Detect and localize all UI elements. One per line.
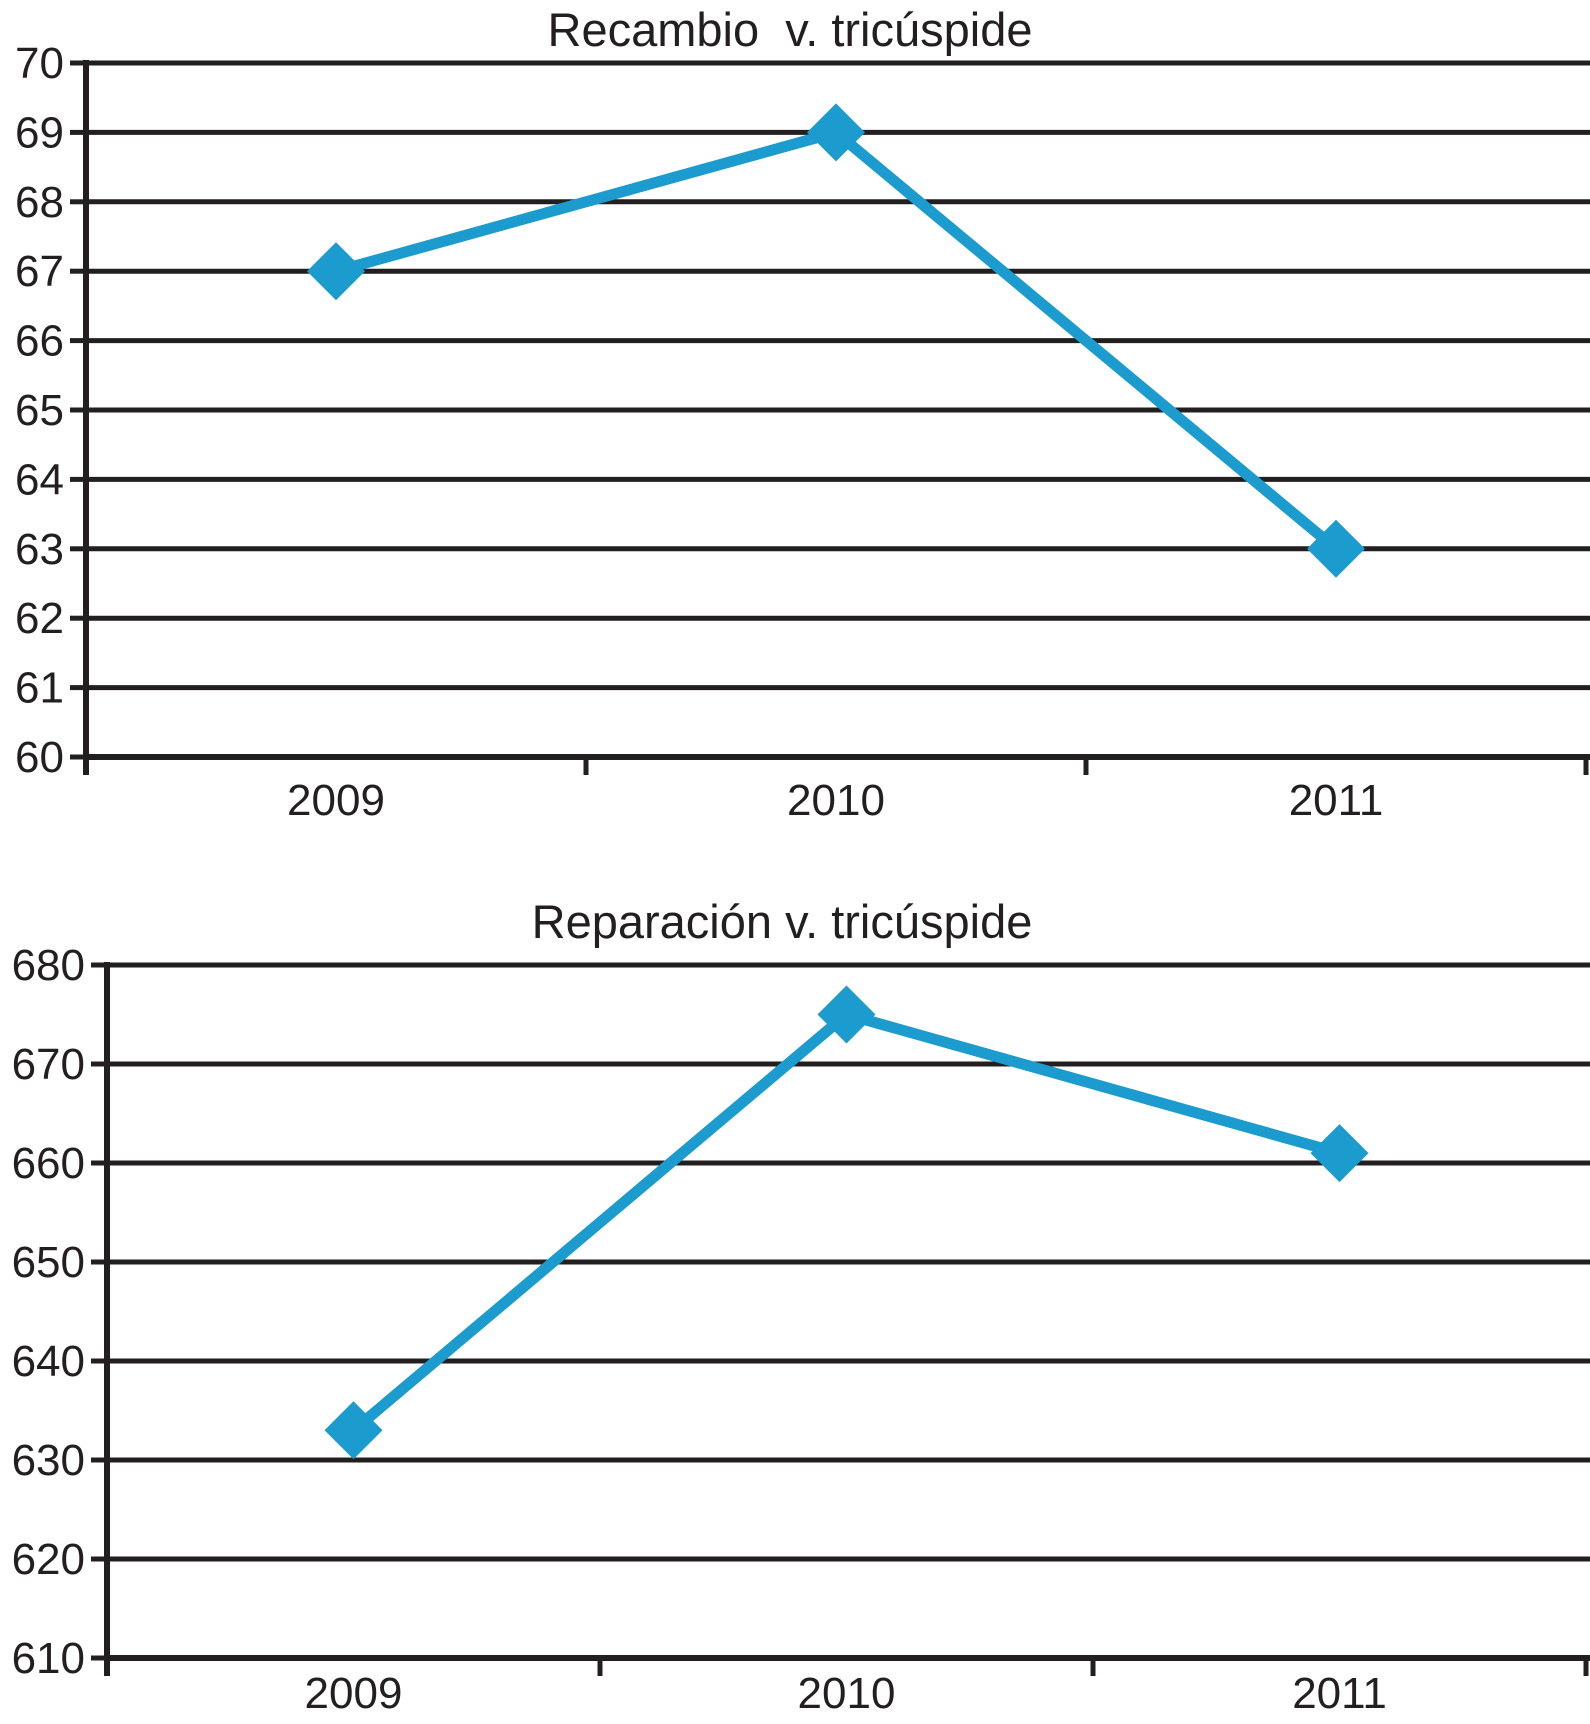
x-axis-tick-label: 2010 [787, 776, 885, 825]
y-axis-tick-label: 650 [12, 1238, 85, 1287]
data-point-marker [807, 103, 865, 162]
chart-reparacion-v-tricuspide: Reparación v. tricúspide 610 620 630 640 650 6… [0, 830, 1590, 1724]
x-axis-tick-label: 2011 [1292, 1669, 1387, 1718]
y-axis-tick-label: 620 [12, 1535, 85, 1584]
y-axis-tick-label: 64 [15, 455, 64, 504]
data-point-marker [1310, 1124, 1369, 1183]
y-axis-tick-label: 62 [15, 594, 64, 643]
y-axis-tick-label: 60 [15, 733, 64, 782]
y-axis-tick-label: 610 [12, 1634, 85, 1683]
x-axis-tick-label: 2009 [305, 1669, 403, 1718]
y-axis-tick-label: 68 [15, 178, 64, 227]
y-axis-tick-label: 61 [15, 664, 64, 713]
y-axis-tick-label: 670 [12, 1040, 85, 1089]
y-axis-tick-label: 67 [15, 247, 64, 296]
data-point-marker [324, 1401, 383, 1460]
data-point-marker [1307, 519, 1365, 578]
reparacion-line-chart: Reparación v. tricúspide 610 620 630 640 650 6… [12, 895, 1590, 1718]
data-point-marker [307, 242, 365, 301]
recambio-line-chart: Recambio v. tricúspide 60 61 62 63 64 65 66 67 68… [15, 3, 1590, 825]
x-axis-tick-label: 2009 [287, 776, 385, 825]
y-axis-tick-label: 660 [12, 1139, 85, 1188]
y-axis-tick-label: 640 [12, 1337, 85, 1386]
series-line [349, 1008, 1341, 1435]
x-axis-tick-label: 2011 [1289, 776, 1384, 825]
chart-recambio-v-tricuspide: Recambio v. tricúspide 60 61 62 63 64 65 66 67 68… [0, 0, 1590, 830]
chart-title: Recambio v. tricúspide [548, 3, 1033, 56]
y-axis-tick-label: 69 [15, 108, 64, 157]
data-point-marker [817, 985, 876, 1044]
x-axis-tick-label: 2010 [798, 1669, 896, 1718]
chart-title: Reparación v. tricúspide [532, 895, 1033, 948]
y-axis-tick-label: 680 [12, 941, 85, 990]
y-axis-tick-label: 630 [12, 1436, 85, 1485]
y-axis-tick-label: 66 [15, 317, 64, 366]
y-axis-tick-label: 65 [15, 386, 64, 435]
y-axis-tick-label: 70 [15, 39, 64, 88]
y-axis-tick-label: 63 [15, 525, 64, 574]
